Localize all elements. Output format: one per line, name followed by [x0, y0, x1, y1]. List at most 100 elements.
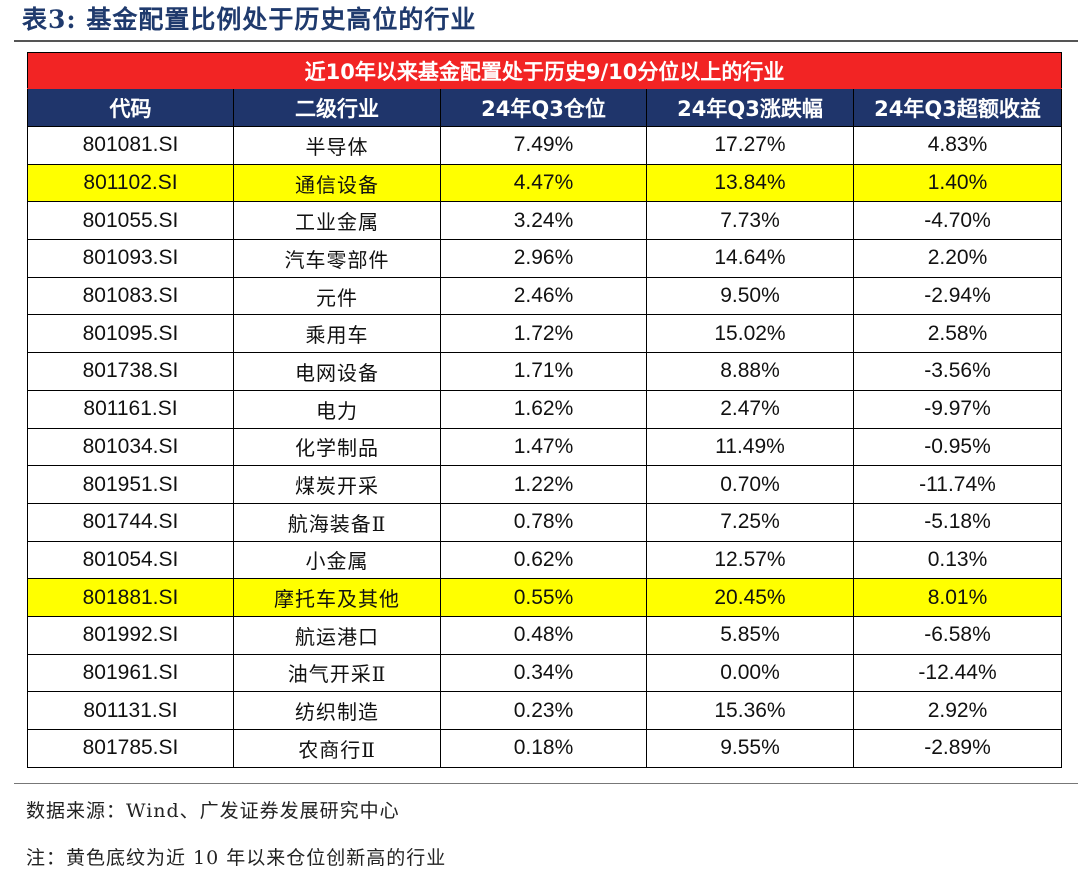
cell-excess: -9.97% — [852, 389, 1063, 429]
cell-position: 1.72% — [440, 314, 647, 354]
cell-code: 801161.SI — [27, 389, 234, 429]
column-header-position: 24年Q3仓位 — [440, 88, 647, 127]
table-row: 801034.SI 化学制品 1.47% 11.49% -0.95% — [27, 427, 1063, 467]
cell-excess: 8.01% — [852, 578, 1063, 617]
title-divider — [14, 40, 1078, 42]
cell-code: 801785.SI — [27, 729, 234, 768]
column-header-industry: 二级行业 — [233, 88, 441, 127]
cell-excess: -12.44% — [852, 653, 1063, 693]
cell-industry: 电力 — [233, 389, 441, 429]
table-row: 801055.SI 工业金属 3.24% 7.73% -4.70% — [27, 201, 1063, 241]
cell-excess: 1.40% — [852, 163, 1063, 203]
cell-industry: 纺织制造 — [233, 691, 441, 730]
cell-industry: 摩托车及其他 — [233, 578, 441, 617]
column-header-code: 代码 — [27, 88, 234, 127]
table-row: 801093.SI 汽车零部件 2.96% 14.64% 2.20% — [27, 239, 1063, 278]
table-row: 801951.SI 煤炭开采 1.22% 0.70% -11.74% — [27, 465, 1063, 504]
cell-excess: 2.58% — [852, 314, 1063, 354]
cell-code: 801131.SI — [27, 691, 234, 730]
cell-change: 0.70% — [646, 465, 854, 504]
cell-industry: 农商行Ⅱ — [233, 729, 441, 768]
cell-change: 11.49% — [646, 427, 854, 467]
footnote: 注：黄色底纹为近 10 年以来仓位创新高的行业 — [26, 847, 447, 869]
table-row: 801083.SI 元件 2.46% 9.50% -2.94% — [27, 276, 1063, 316]
table-row: 801738.SI 电网设备 1.71% 8.88% -3.56% — [27, 352, 1063, 391]
cell-position: 2.96% — [440, 239, 647, 278]
cell-excess: 4.83% — [852, 126, 1063, 165]
cell-position: 1.62% — [440, 389, 647, 429]
cell-change: 14.64% — [646, 239, 854, 278]
table-row: 801961.SI 油气开采Ⅱ 0.34% 0.00% -12.44% — [27, 653, 1063, 693]
cell-code: 801744.SI — [27, 502, 234, 542]
cell-change: 2.47% — [646, 389, 854, 429]
cell-excess: -2.94% — [852, 276, 1063, 316]
cell-position: 3.24% — [440, 201, 647, 241]
table-row: 801161.SI 电力 1.62% 2.47% -9.97% — [27, 389, 1063, 429]
cell-position: 0.55% — [440, 578, 647, 617]
cell-excess: 2.92% — [852, 691, 1063, 730]
cell-code: 801881.SI — [27, 578, 234, 617]
cell-change: 12.57% — [646, 540, 854, 580]
cell-industry: 工业金属 — [233, 201, 441, 241]
cell-position: 1.71% — [440, 352, 647, 391]
table-row: 801102.SI 通信设备 4.47% 13.84% 1.40% — [27, 163, 1063, 203]
cell-code: 801961.SI — [27, 653, 234, 693]
table-row: 801785.SI 农商行Ⅱ 0.18% 9.55% -2.89% — [27, 729, 1063, 768]
cell-excess: -2.89% — [852, 729, 1063, 768]
table-row: 801054.SI 小金属 0.62% 12.57% 0.13% — [27, 540, 1063, 580]
cell-change: 8.88% — [646, 352, 854, 391]
cell-excess: -6.58% — [852, 615, 1063, 655]
fund-allocation-table: 近10年以来基金配置处于历史9/10分位以上的行业 代码 二级行业 24年Q3仓… — [26, 52, 1063, 768]
cell-position: 4.47% — [440, 163, 647, 203]
cell-code: 801034.SI — [27, 427, 234, 467]
cell-change: 9.50% — [646, 276, 854, 316]
cell-industry: 煤炭开采 — [233, 465, 441, 504]
cell-code: 801992.SI — [27, 615, 234, 655]
table-banner-row: 近10年以来基金配置处于历史9/10分位以上的行业 — [26, 52, 1063, 89]
cell-change: 7.25% — [646, 502, 854, 542]
cell-code: 801951.SI — [27, 465, 234, 504]
cell-code: 801738.SI — [27, 352, 234, 391]
cell-code: 801054.SI — [27, 540, 234, 580]
cell-code: 801093.SI — [27, 239, 234, 278]
cell-position: 1.47% — [440, 427, 647, 467]
cell-industry: 半导体 — [233, 126, 441, 165]
cell-code: 801102.SI — [27, 163, 234, 203]
cell-excess: 0.13% — [852, 540, 1063, 580]
cell-change: 7.73% — [646, 201, 854, 241]
cell-change: 13.84% — [646, 163, 854, 203]
cell-industry: 乘用车 — [233, 314, 441, 354]
table-row: 801131.SI 纺织制造 0.23% 15.36% 2.92% — [27, 691, 1063, 730]
cell-excess: 2.20% — [852, 239, 1063, 278]
column-header-change: 24年Q3涨跌幅 — [646, 88, 854, 127]
cell-position: 0.34% — [440, 653, 647, 693]
cell-industry: 小金属 — [233, 540, 441, 580]
cell-change: 0.00% — [646, 653, 854, 693]
cell-industry: 通信设备 — [233, 163, 441, 203]
table-banner: 近10年以来基金配置处于历史9/10分位以上的行业 — [26, 52, 1063, 89]
cell-code: 801083.SI — [27, 276, 234, 316]
cell-excess: -3.56% — [852, 352, 1063, 391]
table-title: 表3: 基金配置比例处于历史高位的行业 — [22, 5, 477, 34]
cell-change: 9.55% — [646, 729, 854, 768]
cell-industry: 化学制品 — [233, 427, 441, 467]
cell-position: 0.62% — [440, 540, 647, 580]
cell-code: 801081.SI — [27, 126, 234, 165]
cell-change: 15.36% — [646, 691, 854, 730]
cell-change: 5.85% — [646, 615, 854, 655]
table-row: 801992.SI 航运港口 0.48% 5.85% -6.58% — [27, 615, 1063, 655]
cell-change: 15.02% — [646, 314, 854, 354]
cell-industry: 航运港口 — [233, 615, 441, 655]
column-header-excess: 24年Q3超额收益 — [852, 88, 1063, 127]
table-row: 801744.SI 航海装备Ⅱ 0.78% 7.25% -5.18% — [27, 502, 1063, 542]
bottom-divider — [14, 783, 1078, 784]
cell-industry: 航海装备Ⅱ — [233, 502, 441, 542]
cell-industry: 电网设备 — [233, 352, 441, 391]
cell-change: 20.45% — [646, 578, 854, 617]
source-note: 数据来源：Wind、广发证券发展研究中心 — [26, 800, 400, 822]
cell-industry: 元件 — [233, 276, 441, 316]
cell-position: 0.78% — [440, 502, 647, 542]
cell-code: 801055.SI — [27, 201, 234, 241]
cell-position: 7.49% — [440, 126, 647, 165]
